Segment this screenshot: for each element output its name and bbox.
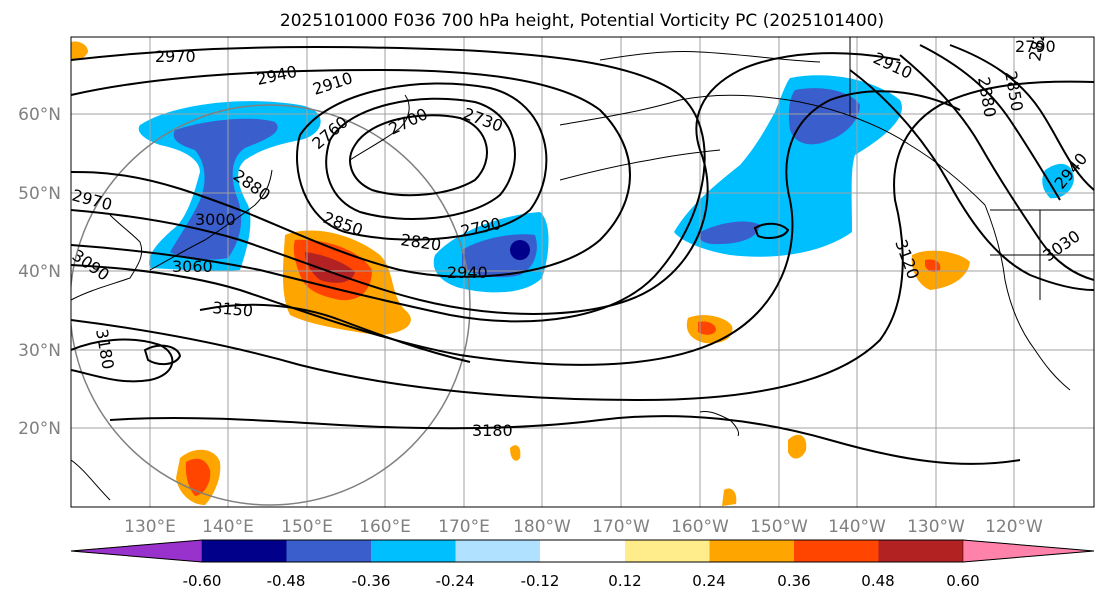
lat-label-20n: 20°N: [18, 419, 61, 439]
colorbar-tick-label: 0.36: [777, 572, 810, 590]
pv-negative-core-alaska: [788, 88, 860, 145]
contour-label: 3150: [212, 298, 254, 320]
lon-label-150w: 150°W: [750, 517, 808, 537]
colorbar-extend-high: [962, 539, 1095, 563]
colorbar-swatch: [878, 540, 963, 562]
contour-label: 3000: [195, 210, 236, 229]
contour-low-center: [349, 114, 488, 197]
pv-positive-patch-small-1: [510, 445, 521, 461]
contour-2940: [71, 46, 706, 323]
lon-label-130e: 130°E: [124, 517, 176, 537]
lon-label-160e: 160°E: [359, 517, 411, 537]
contour-3180-west: [71, 338, 174, 383]
pv-positive-core-subtropical: [698, 321, 716, 335]
coast-north-polar: [599, 51, 821, 63]
coast-kamchatka: [349, 94, 410, 161]
contour-label: 2790: [1015, 37, 1056, 56]
lon-label-140w: 140°W: [828, 517, 886, 537]
colorbar-tick-label: -0.60: [183, 572, 222, 590]
map-content: 2970 2940 2910 2760 2700 2730 2880 3000 …: [71, 37, 1094, 507]
political-boundaries: [849, 37, 1094, 300]
contour-3150: [199, 303, 471, 363]
lon-label-180w: 180°W: [513, 517, 571, 537]
lon-label-120w: 120°W: [985, 517, 1043, 537]
pv-positive-core-south: [185, 458, 211, 496]
contour-2850: [71, 68, 631, 278]
coast-north-america: [984, 204, 1071, 391]
pv-positive-core-east: [925, 259, 941, 273]
contour-3180: [109, 415, 1021, 465]
colorbar: -0.60 -0.48 -0.36 -0.24 -0.12 0.12 0.24 …: [70, 539, 1095, 590]
pv-positive-patch-hawaii: [788, 434, 807, 459]
pv-positive-core-west-center: [305, 252, 355, 283]
contour-3000: [71, 52, 901, 315]
colorbar-tick-label: 0.48: [861, 572, 894, 590]
contour-label: 3060: [172, 257, 213, 276]
contour-3060: [71, 90, 961, 366]
pv-negative-core-west: [170, 118, 278, 260]
colorbar-swatch: [455, 540, 540, 562]
contour-east-1: [949, 44, 1094, 191]
latitude-axis: 60°N 50°N 40°N 30°N 20°N: [18, 105, 61, 439]
pv-positive-patch-small-2: [722, 488, 737, 506]
map-panel: 2970 2940 2910 2760 2700 2730 2880 3000 …: [70, 36, 1095, 508]
contour-east-4: [849, 69, 1094, 291]
contour-aleutian-low: [753, 222, 790, 239]
colorbar-swatch: [794, 540, 879, 562]
contour-low-2: [325, 97, 516, 220]
colorbar-swatch: [540, 540, 625, 562]
pv-negative-patch-east: [1042, 163, 1074, 199]
contour-label: 2970: [155, 47, 196, 66]
contour-east-2: [919, 44, 1061, 201]
coast-philippines: [71, 459, 111, 501]
figure-title: 2025101000 F036 700 hPa height, Potentia…: [280, 11, 884, 31]
pv-minimum-dateline: [510, 240, 530, 260]
colorbar-tick-label: -0.12: [521, 572, 560, 590]
colorbar-tick-label: -0.36: [352, 572, 391, 590]
lat-label-30n: 30°N: [18, 341, 61, 361]
lon-label-170w: 170°W: [592, 517, 650, 537]
height-contours: [71, 44, 1094, 465]
lon-label-150e: 150°E: [281, 517, 333, 537]
colorbar-swatch: [202, 540, 287, 562]
colorbar-swatch: [371, 540, 456, 562]
contour-east-3: [899, 54, 1094, 281]
lon-label-130w: 130°W: [907, 517, 965, 537]
colorbar-swatch: [625, 540, 710, 562]
range-circle: [71, 104, 471, 506]
lon-label-160w: 160°W: [671, 517, 729, 537]
coast-aleutians: [559, 149, 721, 181]
colorbar-tick-label: -0.24: [436, 572, 475, 590]
pv-shading: [71, 41, 1074, 506]
lon-label-170e: 170°E: [438, 517, 490, 537]
contour-3120: [71, 80, 1094, 402]
contour-small-west: [143, 344, 182, 366]
colorbar-tick-label: 0.60: [946, 572, 979, 590]
lat-label-60n: 60°N: [18, 105, 61, 125]
colorbar-outline: [70, 539, 1095, 563]
colorbar-extend-low: [70, 539, 203, 563]
lat-label-50n: 50°N: [18, 184, 61, 204]
contour-label: 3180: [472, 421, 513, 440]
lon-label-140e: 140°E: [202, 517, 254, 537]
colorbar-tick-label: 0.24: [692, 572, 725, 590]
pv-negative-patch-aleutian: [698, 221, 760, 245]
longitude-axis: 130°E 140°E 150°E 160°E 170°E 180°W 170°…: [124, 517, 1043, 537]
contour-low-3: [296, 82, 548, 241]
map-frame: [70, 36, 1095, 508]
contour-label: 2940: [447, 263, 488, 282]
colorbar-tick-label: -0.48: [267, 572, 306, 590]
lat-label-40n: 40°N: [18, 262, 61, 282]
pv-positive-patch-small-3: [71, 41, 88, 60]
coast-alaska: [559, 94, 986, 206]
colorbar-tick-label: 0.12: [608, 572, 641, 590]
colorbar-swatch: [286, 540, 371, 562]
colorbar-swatch: [709, 540, 794, 562]
coast-korea-china: [71, 214, 143, 301]
